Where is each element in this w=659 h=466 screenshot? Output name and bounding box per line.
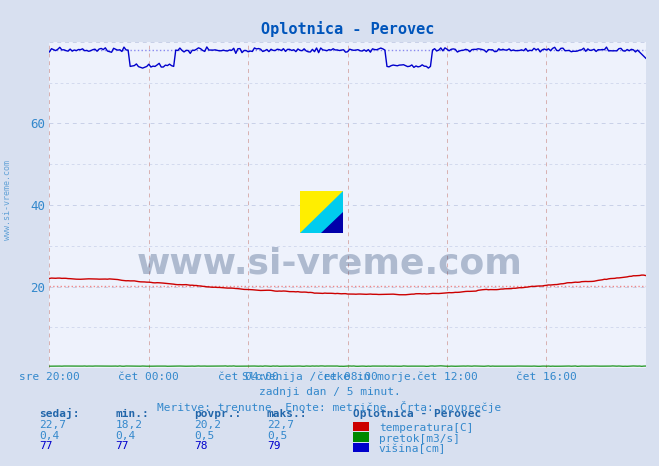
Text: Oplotnica - Perovec: Oplotnica - Perovec [353,409,481,419]
Polygon shape [322,212,343,233]
Text: Slovenija / reke in morje.: Slovenija / reke in morje. [242,372,417,382]
Polygon shape [300,191,343,233]
Title: Oplotnica - Perovec: Oplotnica - Perovec [261,21,434,37]
Text: 0,5: 0,5 [267,431,287,440]
Text: www.si-vreme.com: www.si-vreme.com [136,247,523,280]
Text: Meritve: trenutne  Enote: metrične  Črta: povprečje: Meritve: trenutne Enote: metrične Črta: … [158,401,501,412]
Text: 22,7: 22,7 [40,420,67,430]
Text: zadnji dan / 5 minut.: zadnji dan / 5 minut. [258,387,401,397]
Text: temperatura[C]: temperatura[C] [379,423,473,433]
Text: 18,2: 18,2 [115,420,142,430]
Text: 79: 79 [267,441,280,451]
Text: pretok[m3/s]: pretok[m3/s] [379,433,460,444]
Text: 78: 78 [194,441,208,451]
Text: 77: 77 [40,441,53,451]
Text: 77: 77 [115,441,129,451]
Text: sedaj:: sedaj: [40,408,80,419]
Text: maks.:: maks.: [267,409,307,419]
Text: www.si-vreme.com: www.si-vreme.com [3,160,13,240]
Text: min.:: min.: [115,409,149,419]
Text: 0,4: 0,4 [115,431,136,440]
Text: 0,5: 0,5 [194,431,215,440]
Polygon shape [300,191,343,233]
Text: 0,4: 0,4 [40,431,60,440]
Text: povpr.:: povpr.: [194,409,242,419]
Text: 20,2: 20,2 [194,420,221,430]
Text: 22,7: 22,7 [267,420,294,430]
Text: višina[cm]: višina[cm] [379,444,446,454]
